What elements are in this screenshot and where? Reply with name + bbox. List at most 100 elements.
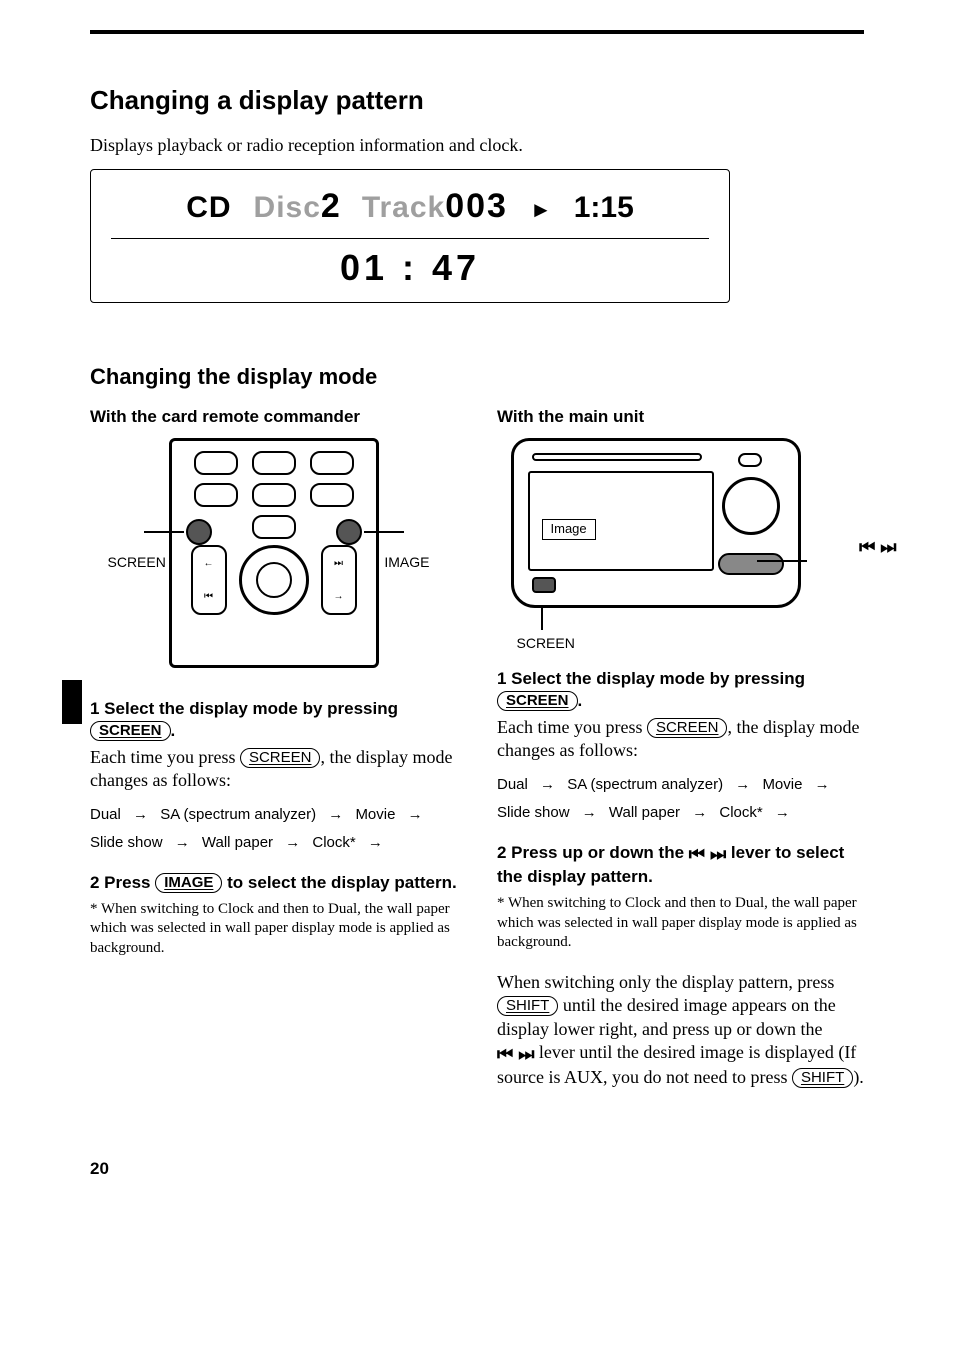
screen-pill: SCREEN	[90, 721, 171, 741]
arrow-icon: →	[582, 799, 597, 828]
flow-item: Clock	[719, 804, 757, 821]
thumb-tab	[62, 680, 82, 724]
remote-flow: Dual → SA (spectrum analyzer) → Movie → …	[90, 801, 457, 858]
para2-d: ).	[853, 1067, 864, 1087]
flow-asterisk: *	[350, 834, 356, 851]
mainunit-step2-head: 2 Press up or down the ⏮ ⏭ lever to sele…	[497, 842, 864, 888]
arrow-icon: →	[285, 829, 300, 858]
mainunit-para2: When switching only the display pattern,…	[497, 971, 864, 1090]
remote-generic-btn	[194, 451, 238, 475]
arrow-icon: →	[368, 829, 383, 858]
intro-text: Displays playback or radio reception inf…	[90, 134, 864, 157]
flow-item: Dual	[90, 806, 121, 823]
arrow-icon: →	[133, 801, 148, 830]
lead-line	[364, 531, 404, 533]
lcd-track-number: 003	[445, 187, 508, 225]
remote-step1-head: 1 Select the display mode by pressing SC…	[90, 698, 457, 742]
lever-icon: ⏮ ⏭	[689, 843, 726, 866]
lcd-track-group: Track003	[362, 184, 508, 228]
lcd-clock: 01 : 47	[111, 245, 709, 292]
mainunit-wrap: Image SCREEN ⏮ ⏭	[511, 438, 851, 638]
step1-body-a: Each time you press	[497, 717, 647, 737]
lcd-track-label: Track	[362, 191, 445, 224]
remote-screen-callout: SCREEN	[108, 553, 166, 571]
step1-body-a: Each time you press	[90, 747, 240, 767]
step1-tail: .	[578, 691, 583, 710]
mainunit-flow: Dual → SA (spectrum analyzer) → Movie → …	[497, 771, 864, 828]
lcd-disc-number: 2	[321, 187, 340, 225]
remote-row-2	[182, 483, 366, 507]
column-remote: With the card remote commander	[90, 406, 457, 967]
mainunit-figure: Image SCREEN ⏮ ⏭	[497, 438, 864, 638]
arrow-icon: →	[735, 771, 750, 800]
screen-pill: SCREEN	[240, 748, 321, 768]
flow-item: SA (spectrum analyzer)	[160, 806, 316, 823]
subheading: Changing the display mode	[90, 363, 864, 392]
screen-pill: SCREEN	[647, 718, 728, 738]
flow-item: Movie	[355, 806, 395, 823]
arrow-icon: →	[775, 799, 790, 828]
arrow-icon: →	[815, 771, 830, 800]
step1-text: 1 Select the display mode by pressing	[497, 669, 805, 688]
mainunit-title: With the main unit	[497, 406, 864, 428]
remote-generic-btn	[194, 483, 238, 507]
seek-lever	[718, 553, 784, 575]
mainunit-step1-head: 1 Select the display mode by pressing SC…	[497, 668, 864, 712]
arrow-icon: →	[540, 771, 555, 800]
remote-generic-btn	[252, 483, 296, 507]
top-rule	[90, 30, 864, 34]
remote-screen-button	[186, 519, 212, 545]
mainunit-screen-button	[532, 577, 556, 593]
remote-drawing: ←⏮ ⏭→ SCREEN IMAGE	[169, 438, 379, 668]
mainunit-footnote: * When switching to Clock and then to Du…	[497, 894, 864, 953]
lead-line	[541, 608, 543, 630]
image-pill: IMAGE	[155, 873, 222, 893]
lcd-elapsed: 1:15	[574, 188, 634, 227]
mainunit-drawing: Image	[511, 438, 801, 608]
remote-mid: ←⏮ ⏭→	[182, 545, 366, 615]
flow-item: Clock	[312, 834, 350, 851]
remote-step2-head: 2 Press IMAGE to select the display patt…	[90, 872, 457, 894]
remote-generic-btn	[310, 451, 354, 475]
flow-item: Movie	[762, 776, 802, 793]
remote-image-button	[336, 519, 362, 545]
remote-dpad	[239, 545, 309, 615]
arrow-icon: →	[408, 801, 423, 830]
remote-seek-left: ←⏮	[191, 545, 227, 615]
remote-generic-btn	[252, 515, 296, 539]
shift-pill: SHIFT	[792, 1068, 853, 1088]
remote-figure: ←⏮ ⏭→ SCREEN IMAGE	[90, 438, 457, 668]
arrow-icon: →	[175, 829, 190, 858]
lcd-row-1: CD Disc2 Track003 ► 1:15	[111, 184, 709, 228]
shift-pill: SHIFT	[497, 996, 558, 1016]
step1-tail: .	[171, 721, 176, 740]
eject-button	[738, 453, 762, 467]
flow-item: Slide show	[497, 804, 570, 821]
two-columns: With the card remote commander	[90, 406, 864, 1098]
mainunit-image-label: Image	[542, 519, 596, 540]
step2-tail: to select the display pattern.	[227, 873, 457, 892]
remote-seek-right: ⏭→	[321, 545, 357, 615]
remote-image-callout: IMAGE	[384, 553, 429, 571]
play-icon: ►	[530, 196, 552, 225]
flow-item: Wall paper	[609, 804, 680, 821]
remote-generic-btn	[252, 451, 296, 475]
step2-text: 2 Press up or down the	[497, 843, 684, 862]
para2-a: When switching only the display pattern,…	[497, 972, 834, 992]
step2-text: 2 Press	[90, 873, 151, 892]
mainunit-screen-callout: SCREEN	[517, 634, 575, 652]
section-title: Changing a display pattern	[90, 84, 864, 118]
flow-item: SA (spectrum analyzer)	[567, 776, 723, 793]
remote-footnote: * When switching to Clock and then to Du…	[90, 900, 457, 959]
arrow-icon: →	[692, 799, 707, 828]
flow-item: Dual	[497, 776, 528, 793]
lcd-cd-label: CD	[186, 188, 231, 227]
lcd-disc-group: Disc2	[254, 184, 340, 228]
cd-slot	[532, 453, 702, 461]
lcd-divider	[111, 238, 709, 239]
lead-line	[757, 560, 807, 562]
lcd-display: CD Disc2 Track003 ► 1:15 01 : 47	[90, 169, 730, 303]
remote-row-1	[182, 451, 366, 475]
remote-generic-btn	[310, 483, 354, 507]
column-mainunit: With the main unit Image SCREEN ⏮ ⏭	[497, 406, 864, 1098]
